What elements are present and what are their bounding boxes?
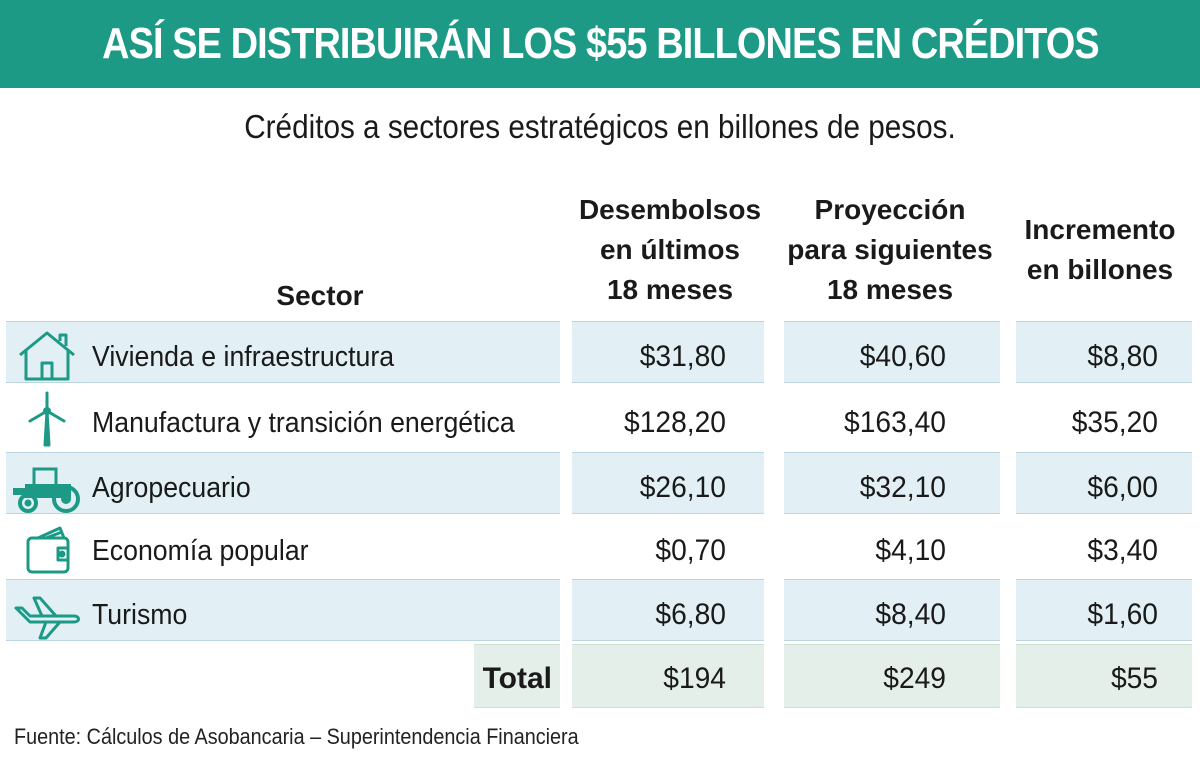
header-proyeccion: Proyección para siguientes 18 meses — [787, 194, 993, 305]
desembolsos-value: $31,80 — [639, 340, 726, 373]
chart-subtitle: Créditos a sectores estratégicos en bill… — [244, 108, 956, 145]
row-band — [1016, 515, 1192, 577]
total-desembolsos: $194 — [663, 662, 726, 695]
row-band — [6, 515, 560, 577]
row-band — [6, 452, 560, 514]
row-band — [784, 515, 1000, 577]
tractor-icon — [12, 459, 82, 515]
wind-turbine-icon — [12, 391, 82, 447]
row-band — [784, 452, 1000, 514]
header-desembolsos: Desembolsos en últimos 18 meses — [578, 194, 762, 305]
title-banner: ASÍ SE DISTRIBUIRÁN LOS $55 BILLONES EN … — [0, 0, 1200, 88]
desembolsos-value: $0,70 — [655, 534, 726, 567]
total-band — [1016, 644, 1192, 708]
incremento-value: $35,20 — [1071, 406, 1158, 439]
row-band — [784, 386, 1000, 448]
total-proyeccion: $249 — [883, 662, 946, 695]
sector-label: Manufactura y transición energética — [92, 407, 515, 439]
desembolsos-value: $26,10 — [639, 471, 726, 504]
row-band — [1016, 452, 1192, 514]
row-band — [572, 386, 764, 448]
proyeccion-value: $8,40 — [875, 598, 946, 631]
source-note: Fuente: Cálculos de Asobancaria – Superi… — [14, 724, 579, 749]
sector-label: Turismo — [92, 599, 188, 631]
wallet-icon — [12, 522, 82, 578]
sector-label: Economía popular — [92, 535, 309, 567]
row-band — [6, 321, 560, 383]
row-band — [572, 452, 764, 514]
row-band — [784, 579, 1000, 641]
proyeccion-value: $4,10 — [875, 534, 946, 567]
sector-label: Agropecuario — [92, 472, 251, 504]
row-band — [572, 321, 764, 383]
incremento-value: $6,00 — [1087, 471, 1158, 504]
total-incremento: $55 — [1110, 662, 1158, 695]
proyeccion-value: $32,10 — [859, 471, 946, 504]
proyeccion-value: $40,60 — [859, 340, 946, 373]
sector-label: Vivienda e infraestructura — [92, 341, 395, 373]
row-band — [6, 579, 560, 641]
airplane-icon — [12, 586, 82, 642]
total-band — [474, 644, 560, 708]
total-band — [784, 644, 1000, 708]
row-band — [784, 321, 1000, 383]
proyeccion-value: $163,40 — [844, 406, 946, 439]
row-band — [572, 579, 764, 641]
incremento-value: $3,40 — [1087, 534, 1158, 567]
house-icon — [12, 327, 82, 383]
desembolsos-value: $128,20 — [624, 406, 726, 439]
row-band — [572, 515, 764, 577]
total-band — [572, 644, 764, 708]
row-band — [1016, 579, 1192, 641]
incremento-value: $8,80 — [1087, 340, 1158, 373]
header-incremento: Incremento en billones — [1024, 214, 1176, 285]
total-label: Total — [482, 662, 552, 695]
chart-title: ASÍ SE DISTRIBUIRÁN LOS $55 BILLONES EN … — [101, 19, 1100, 68]
header-sector: Sector — [276, 280, 364, 311]
desembolsos-value: $6,80 — [655, 598, 726, 631]
row-band — [6, 386, 560, 448]
incremento-value: $1,60 — [1087, 598, 1158, 631]
row-band — [1016, 321, 1192, 383]
row-band — [1016, 386, 1192, 448]
